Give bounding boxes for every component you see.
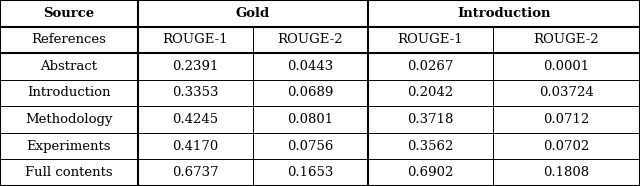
Text: 0.03724: 0.03724 bbox=[539, 86, 594, 100]
Text: 0.2042: 0.2042 bbox=[407, 86, 454, 100]
Text: Abstract: Abstract bbox=[40, 60, 97, 73]
Text: Methodology: Methodology bbox=[25, 113, 113, 126]
Text: Full contents: Full contents bbox=[25, 166, 113, 179]
Text: ROUGE-1: ROUGE-1 bbox=[163, 33, 228, 46]
Text: Gold: Gold bbox=[236, 7, 270, 20]
Text: 0.1808: 0.1808 bbox=[543, 166, 589, 179]
Text: Experiments: Experiments bbox=[26, 140, 111, 153]
Text: 0.6902: 0.6902 bbox=[407, 166, 454, 179]
Text: ROUGE-2: ROUGE-2 bbox=[278, 33, 343, 46]
Text: 0.0689: 0.0689 bbox=[287, 86, 333, 100]
Text: References: References bbox=[31, 33, 106, 46]
Text: Introduction: Introduction bbox=[457, 7, 551, 20]
Text: Introduction: Introduction bbox=[27, 86, 111, 100]
Text: 0.3562: 0.3562 bbox=[407, 140, 454, 153]
Text: 0.3353: 0.3353 bbox=[172, 86, 218, 100]
Text: 0.2391: 0.2391 bbox=[172, 60, 218, 73]
Text: 0.4170: 0.4170 bbox=[172, 140, 218, 153]
Text: 0.6737: 0.6737 bbox=[172, 166, 218, 179]
Text: ROUGE-2: ROUGE-2 bbox=[534, 33, 599, 46]
Text: 0.0702: 0.0702 bbox=[543, 140, 589, 153]
Text: 0.0267: 0.0267 bbox=[407, 60, 454, 73]
Text: 0.0712: 0.0712 bbox=[543, 113, 589, 126]
Text: 0.0801: 0.0801 bbox=[287, 113, 333, 126]
Text: 0.3718: 0.3718 bbox=[407, 113, 454, 126]
Text: 0.0443: 0.0443 bbox=[287, 60, 333, 73]
Text: 0.4245: 0.4245 bbox=[172, 113, 218, 126]
Text: 0.0756: 0.0756 bbox=[287, 140, 333, 153]
Text: 0.1653: 0.1653 bbox=[287, 166, 333, 179]
Text: ROUGE-1: ROUGE-1 bbox=[397, 33, 463, 46]
Text: 0.0001: 0.0001 bbox=[543, 60, 589, 73]
Text: Source: Source bbox=[44, 7, 94, 20]
